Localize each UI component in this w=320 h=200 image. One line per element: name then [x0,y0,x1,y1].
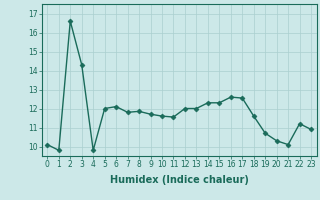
X-axis label: Humidex (Indice chaleur): Humidex (Indice chaleur) [110,175,249,185]
